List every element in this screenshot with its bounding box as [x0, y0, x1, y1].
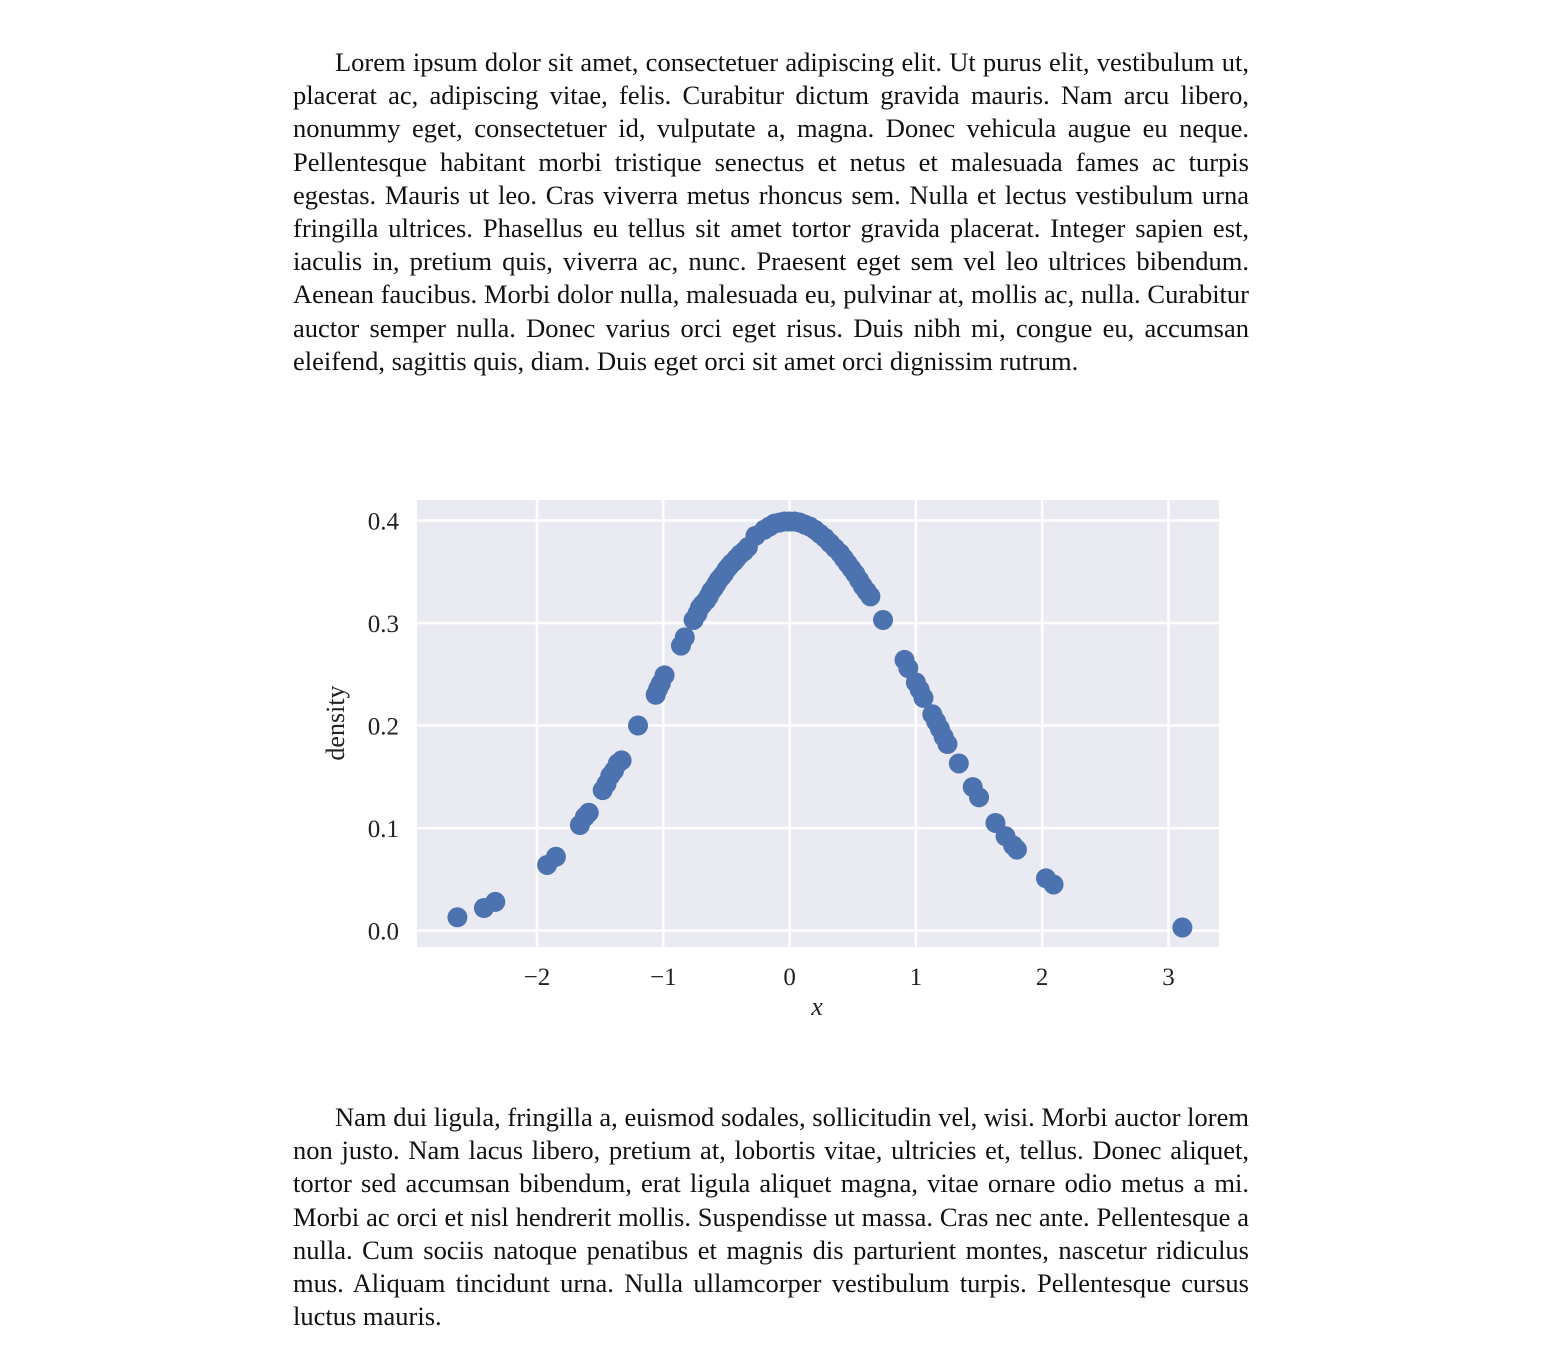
paragraph-1: Lorem ipsum dolor sit amet, consectetuer… — [293, 47, 1249, 376]
x-tick-label: 1 — [910, 964, 923, 991]
y-tick-label: 0.1 — [368, 816, 399, 843]
data-point — [1006, 839, 1027, 860]
x-tick-label: −1 — [650, 964, 677, 991]
y-axis-label: density — [321, 685, 350, 760]
data-point — [937, 734, 958, 755]
scatter-chart: −2 −1 0 1 2 3 0.0 0.1 0.2 0.3 0.4 x density — [321, 500, 1219, 1021]
data-point — [447, 907, 468, 928]
figure: −2 −1 0 1 2 3 0.0 0.1 0.2 0.3 0.4 x density — [300, 480, 1240, 1045]
y-tick-labels: 0.0 0.1 0.2 0.3 0.4 — [368, 509, 400, 946]
x-axis-label: x — [810, 992, 823, 1021]
y-tick-label: 0.0 — [368, 919, 399, 946]
data-point — [860, 586, 881, 607]
data-point — [1172, 917, 1193, 938]
paragraph-2: Nam dui ligula, fringilla a, euismod sod… — [293, 1102, 1249, 1332]
x-tick-label: −2 — [524, 964, 551, 991]
data-point — [948, 753, 969, 774]
data-point — [545, 846, 566, 867]
data-point — [654, 665, 675, 686]
data-point — [913, 687, 934, 708]
data-points — [447, 511, 1193, 938]
y-tick-label: 0.2 — [368, 714, 399, 741]
data-point — [485, 891, 506, 912]
data-point — [674, 627, 695, 648]
data-point — [1043, 874, 1064, 895]
x-tick-label: 0 — [783, 964, 796, 991]
data-point — [969, 787, 990, 808]
x-tick-label: 2 — [1036, 964, 1049, 991]
data-point — [611, 750, 632, 771]
data-point — [873, 609, 894, 630]
data-point — [628, 715, 649, 736]
x-tick-labels: −2 −1 0 1 2 3 — [524, 964, 1175, 991]
data-point — [578, 802, 599, 823]
x-tick-label: 3 — [1162, 964, 1175, 991]
y-tick-label: 0.3 — [368, 611, 399, 638]
y-tick-label: 0.4 — [368, 509, 400, 536]
